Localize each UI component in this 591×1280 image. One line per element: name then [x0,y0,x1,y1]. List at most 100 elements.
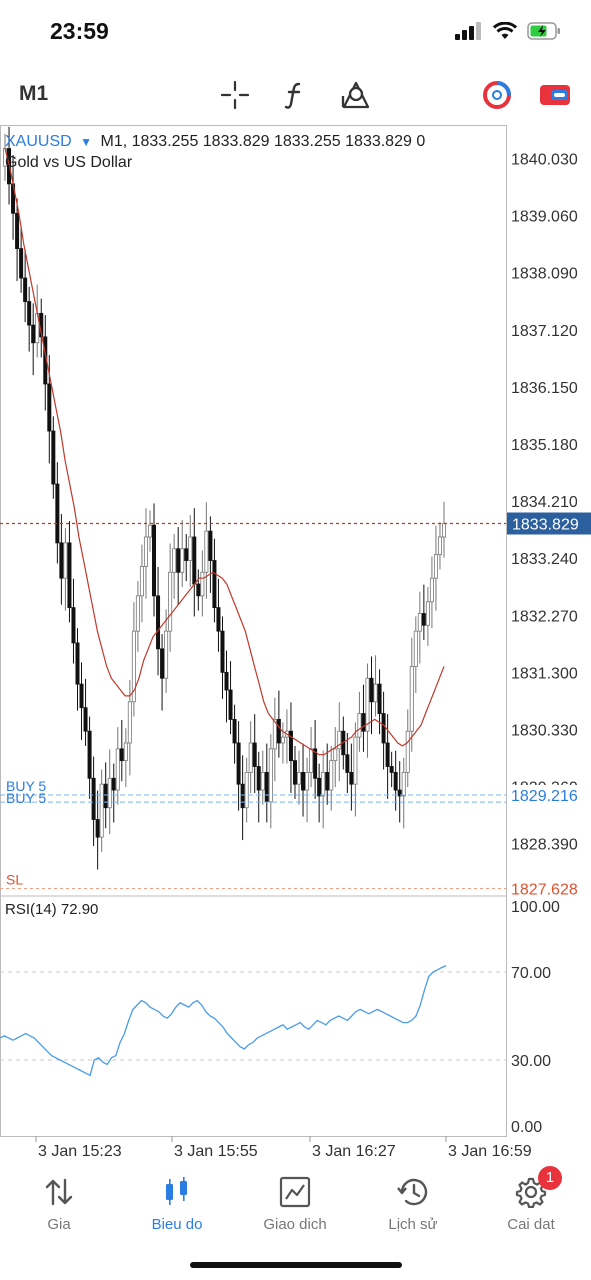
candle-body [401,772,406,797]
candle-body [425,601,430,626]
candle-body [139,566,144,597]
candle-body [301,772,306,791]
candle-body [288,730,293,762]
candle-body [107,777,112,809]
candle-body [437,536,442,556]
candle-body [31,324,36,344]
candle-body [365,677,370,732]
rsi-tick-label: 70.00 [511,965,551,982]
timeframe-button[interactable]: M1 [19,82,49,105]
function-icon [284,82,301,109]
price-tick-label: 1833.240 [511,551,578,568]
arrows-up-down-icon [45,1178,73,1206]
candle-body [244,772,249,809]
candle-body [321,772,326,797]
wifi-icon [493,22,517,39]
candle-body [389,766,394,773]
candle-body [99,783,104,838]
symbol-dropdown-icon[interactable]: ▼ [80,135,93,149]
price-tick-label: 1838.090 [511,266,578,283]
candle-body [357,713,362,738]
candle-body [147,524,152,538]
candle-body [176,548,181,573]
buy-price-label: 1829.216 [511,788,578,805]
candle-body [135,595,140,632]
candles [3,126,446,870]
crosshair-icon [220,80,250,110]
nav-history[interactable]: Lịch sử [354,1168,472,1238]
rsi-tick-label: 0.00 [511,1119,542,1136]
buy-order-label: BUY 5 [6,778,46,794]
nav-quotes[interactable]: Gia [0,1168,118,1238]
candle-body [23,277,28,302]
candle-body [67,542,72,609]
candle-body [188,536,193,561]
chart-header: XAUUSD ▼ M1, 1833.255 1833.829 1833.255 … [5,133,425,151]
candle-body [305,772,310,791]
notification-badge: 1 [538,1166,562,1190]
one-click-trading-button[interactable] [480,78,514,112]
candle-body [91,777,96,820]
candle-body [200,571,205,597]
price-tick-label: 1835.180 [511,437,578,454]
shapes-icon [341,81,370,109]
candle-body [119,748,124,762]
symbol-description: Gold vs US Dollar [5,154,133,171]
trade-button[interactable] [538,78,572,112]
objects-button[interactable] [338,78,372,112]
price-chart[interactable]: 1840.030 1839.060 1838.090 1837.120 1836.150… [0,125,591,1165]
price-tick-label: 1836.150 [511,380,578,397]
home-indicator [190,1262,402,1268]
candle-body [160,648,165,679]
candle-body [236,742,241,785]
price-tick-label: 1839.060 [511,209,578,226]
candle-body [337,730,342,750]
candle-body [208,530,213,561]
candle-body [15,212,20,249]
price-tick-label: 1831.300 [511,665,578,682]
candle-body [240,783,245,809]
candle-body [256,766,261,791]
candle-body [51,430,56,485]
crosshair-button[interactable] [218,78,252,112]
price-tick-label: 1830.330 [511,722,578,739]
candle-body [95,819,100,838]
price-axis: 1840.030 1839.060 1838.090 1837.120 1836.150… [511,152,578,854]
candle-body [248,742,253,773]
candle-body [333,748,338,762]
history-icon [397,1178,428,1206]
candle-body [252,742,257,767]
candle-body [27,301,32,326]
rsi-indicator-label[interactable]: RSI(14) 72.90 [5,901,99,918]
candle-body [409,666,414,732]
candle-body [212,560,217,609]
indicators-button[interactable] [278,78,312,112]
nav-settings[interactable]: 1 Cai dat [472,1166,590,1238]
candle-body [127,701,132,744]
nav-trade[interactable]: Giao dich [236,1168,354,1238]
candle-body [417,613,422,632]
candle-body [143,536,148,567]
candle-body [123,742,128,762]
candle-body [276,719,281,744]
current-price-label: 1833.829 [512,517,579,534]
candle-body [397,789,402,797]
rsi-tick-label: 30.00 [511,1053,551,1070]
clock: 23:59 [50,18,109,44]
symbol-name[interactable]: XAUUSD [5,133,72,150]
nav-settings-label: Cai dat [507,1216,555,1233]
candle-body [192,536,197,585]
candle-body [47,383,52,432]
signal-icon [455,22,481,40]
nav-trade-label: Giao dich [263,1216,327,1233]
nav-chart[interactable]: Bieu do [118,1168,236,1238]
nav-history-label: Lịch sử [388,1216,438,1233]
candle-body [313,748,318,779]
stop-loss-price: 1827.628 [511,881,578,898]
candle-body [381,713,386,744]
candle-body [353,736,358,785]
rsi-line [0,965,447,1077]
candle-body [180,548,185,573]
current-price-box [507,512,591,535]
candle-body [361,713,366,732]
